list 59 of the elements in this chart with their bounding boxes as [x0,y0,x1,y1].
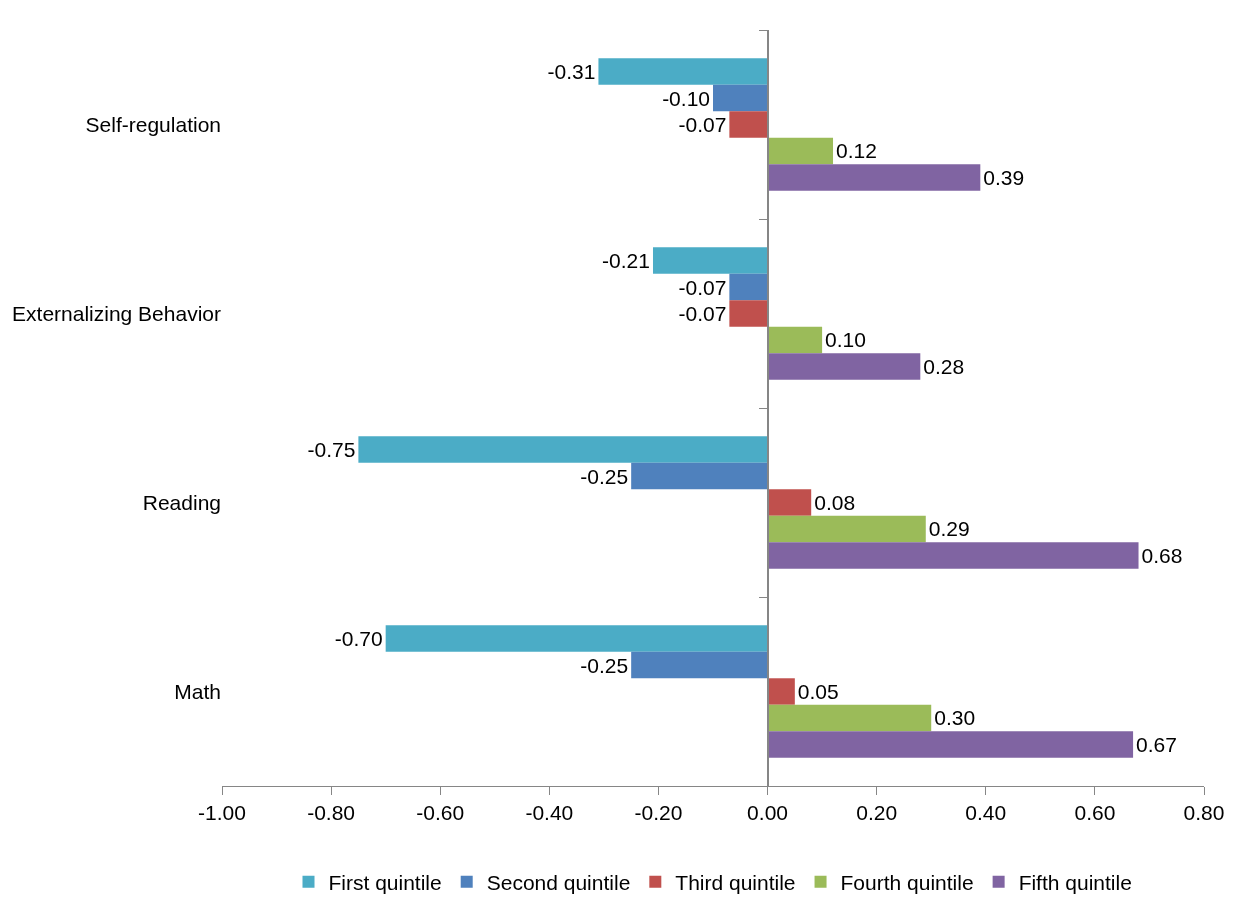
data-label: -0.07 [678,275,727,299]
bar [631,651,768,679]
data-label: 0.05 [797,680,839,703]
y-tick-label: Self-regulation [85,112,221,136]
data-label: -0.25 [580,653,629,677]
bar [652,247,768,274]
bar [729,111,768,138]
bar [767,489,812,516]
x-tick-label: 0.80 [1183,801,1225,825]
x-tick-label: 0.00 [747,801,788,825]
bar [767,137,834,165]
data-label: 0.28 [923,354,965,378]
data-label: 0.67 [1136,732,1177,756]
data-label: 0.08 [814,491,856,514]
bar [358,436,768,463]
bar [631,462,768,490]
bar [767,542,1139,569]
bar [767,731,1134,758]
data-label: -0.31 [547,60,596,84]
bar [598,58,768,85]
data-label: 0.39 [983,165,1025,189]
data-label: -0.75 [307,438,356,462]
bar [767,326,823,354]
data-label: -0.07 [678,113,727,136]
data-label: 0.10 [825,328,866,352]
bar [729,300,768,327]
y-tick-label: Math [174,679,221,703]
data-label: -0.21 [602,249,650,273]
data-label: 0.30 [934,706,976,730]
bar [713,84,768,112]
y-tick-label: Externalizing Behavior [12,301,221,325]
data-label: -0.07 [678,302,727,325]
bar [729,273,768,301]
legend-label: Fifth quintile [1018,870,1132,894]
bar [767,164,981,191]
x-tick-label: -0.20 [634,801,683,825]
x-tick-label: -0.40 [525,801,574,825]
bar [767,704,932,732]
bar [385,625,768,652]
x-tick-label: -0.80 [307,801,356,825]
data-label: 0.12 [836,139,877,163]
y-tick-label: Reading [142,490,221,514]
legend-label: Fourth quintile [840,870,974,894]
bar [767,515,926,543]
data-label: -0.25 [580,464,629,488]
bar [767,678,795,705]
data-label: -0.70 [334,627,383,651]
data-label: -0.10 [662,86,710,110]
x-tick-label: 0.20 [856,801,898,825]
data-label: 0.68 [1141,543,1183,567]
legend-label: Second quintile [486,870,631,894]
legend-label: First quintile [328,870,442,894]
bar [767,353,921,380]
x-tick-label: 0.40 [965,801,1007,825]
x-tick-label: 0.60 [1074,801,1116,825]
x-tick-label: -1.00 [198,801,246,825]
legend-label: Third quintile [675,870,796,894]
data-label: 0.29 [928,517,970,541]
x-tick-label: -0.60 [416,801,465,825]
